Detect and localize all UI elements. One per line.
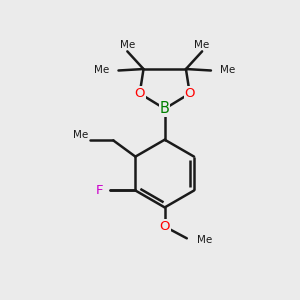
Text: Me: Me <box>120 40 135 50</box>
Text: B: B <box>160 101 170 116</box>
Text: Me: Me <box>73 130 88 140</box>
Text: Me: Me <box>194 40 210 50</box>
Text: Me: Me <box>220 65 236 76</box>
Text: Me: Me <box>197 235 212 245</box>
Text: O: O <box>134 87 145 100</box>
Text: O: O <box>184 87 195 100</box>
Text: Me: Me <box>94 65 109 76</box>
Text: F: F <box>95 184 103 197</box>
Text: O: O <box>160 220 170 233</box>
